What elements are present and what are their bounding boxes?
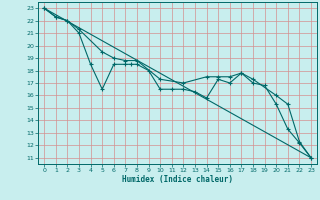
X-axis label: Humidex (Indice chaleur): Humidex (Indice chaleur) xyxy=(122,175,233,184)
